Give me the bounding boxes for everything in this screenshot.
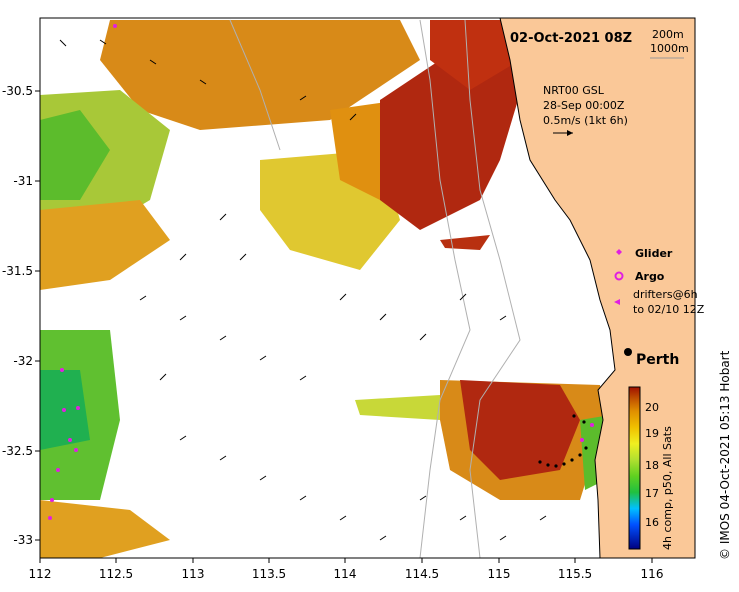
colorbar-tick: 16 — [645, 516, 659, 529]
plot-frame — [39, 17, 696, 559]
x-tick-labels: 112 112.5 113 113.5 114 114.5 115 115.5 … — [29, 567, 664, 581]
current-info-line3: 0.5m/s (1kt 6h) — [543, 114, 628, 127]
x-tick-label: 115.5 — [558, 567, 592, 581]
x-tick-label: 114.5 — [405, 567, 439, 581]
current-info-line2: 28-Sep 00:00Z — [543, 99, 625, 112]
y-tick-label: -30.5 — [2, 84, 33, 98]
drifter-tracks — [48, 24, 594, 520]
colorbar-tick: 17 — [645, 487, 659, 500]
y-tick-label: -32 — [13, 354, 33, 368]
y-tick-label: -31.5 — [2, 264, 33, 278]
colorbar-tick: 19 — [645, 427, 659, 440]
sst-patches — [40, 20, 610, 558]
colorbar-label: 4h comp, p50, All Sats — [661, 426, 674, 550]
city-label-perth: Perth — [636, 352, 679, 368]
x-tick-label: 112 — [29, 567, 52, 581]
colorbar — [628, 386, 641, 550]
legend-drifters-1: drifters@6h — [633, 288, 698, 301]
perth-marker — [624, 348, 632, 356]
colorbar-tick: 20 — [645, 401, 659, 414]
glider-icon — [616, 249, 622, 255]
contour-scale-1000: 1000m — [650, 42, 689, 55]
x-tick-label: 116 — [641, 567, 664, 581]
y-tick-label: -33 — [13, 533, 33, 547]
current-vectors — [59, 39, 547, 541]
glider-track — [538, 414, 588, 468]
colorbar-ticks: 20 19 18 17 16 — [645, 401, 659, 529]
legend-glider: Glider — [635, 247, 673, 260]
x-tick-label: 114 — [334, 567, 357, 581]
map-title: 02-Oct-2021 08Z — [510, 31, 632, 46]
axis-ticks — [35, 90, 653, 563]
x-tick-label: 113.5 — [252, 567, 286, 581]
credit-text: © IMOS 04-Oct-2021 05:13 Hobart — [718, 350, 732, 560]
bathymetry-contours — [229, 19, 521, 559]
argo-icon — [614, 271, 624, 281]
x-tick-label: 112.5 — [99, 567, 133, 581]
x-tick-label: 115 — [488, 567, 511, 581]
drifter-icon — [614, 299, 620, 305]
contour-scale-200: 200m — [652, 28, 684, 41]
y-tick-label: -32.5 — [2, 444, 33, 458]
reference-arrow-head — [567, 130, 573, 136]
y-tick-label: -31 — [13, 174, 33, 188]
y-tick-labels: -30.5 -31 -31.5 -32 -32.5 -33 — [2, 84, 33, 547]
legend-argo: Argo — [635, 270, 665, 283]
legend: Glider Argo drifters@6h to 02/10 12Z — [614, 247, 705, 316]
legend-drifters-2: to 02/10 12Z — [633, 303, 705, 316]
colorbar-tick: 18 — [645, 459, 659, 472]
x-tick-label: 113 — [182, 567, 205, 581]
current-info-line1: NRT00 GSL — [543, 84, 605, 97]
